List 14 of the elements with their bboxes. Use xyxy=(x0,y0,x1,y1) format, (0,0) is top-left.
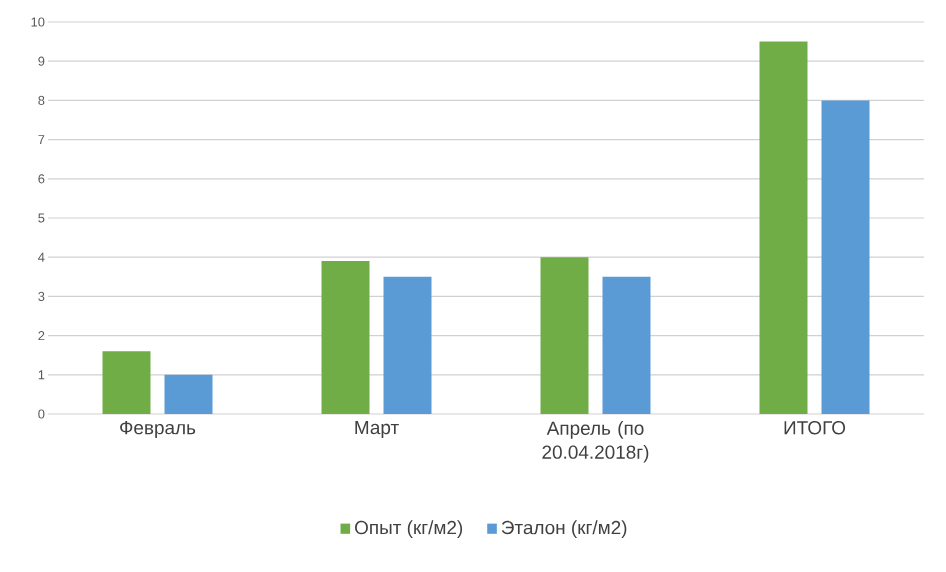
x-tick-label: Февраль xyxy=(120,421,196,439)
bar xyxy=(164,374,213,414)
legend-label: Эталон (кг/м2) xyxy=(501,520,627,538)
x-tick-label: Апрель (по 20.04.2018г) xyxy=(542,421,649,463)
bar xyxy=(383,276,432,414)
bar xyxy=(321,261,370,414)
bar xyxy=(821,100,870,414)
bar xyxy=(540,257,589,414)
bar xyxy=(602,276,651,414)
x-tick-label: ИТОГО xyxy=(784,421,846,435)
bar xyxy=(759,41,808,414)
bar xyxy=(102,351,151,414)
legend-label: Опыт (кг/м2) xyxy=(355,520,463,538)
x-tick-label: Март xyxy=(355,421,399,438)
